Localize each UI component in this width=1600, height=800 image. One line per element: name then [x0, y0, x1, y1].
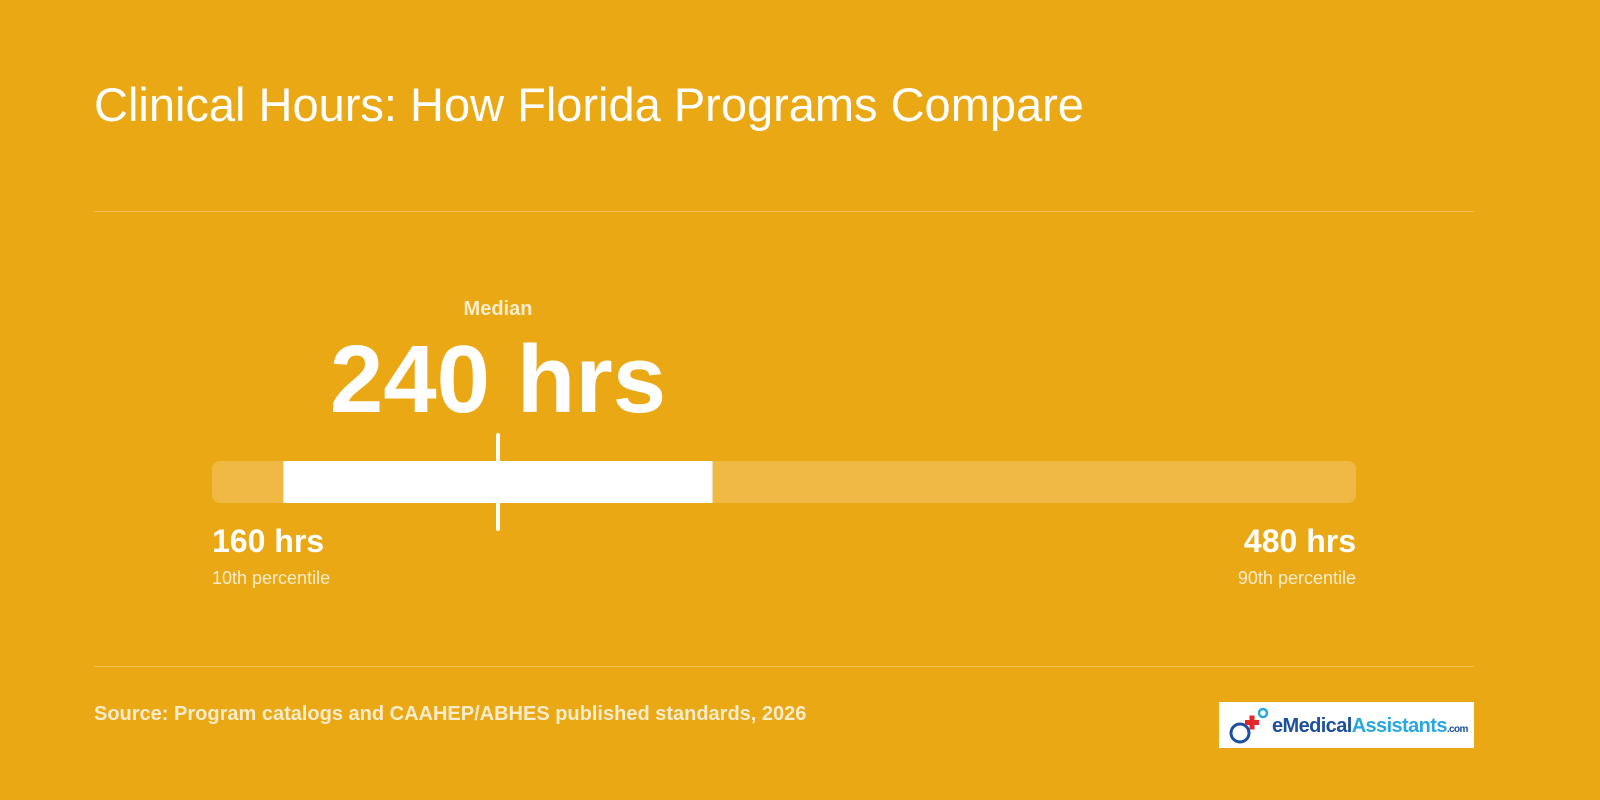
logo: eMedicalAssistants.com [1219, 702, 1474, 748]
logo-part: Assistants [1352, 715, 1448, 737]
logo-icon [1229, 722, 1251, 744]
logo-part: eMedical [1272, 715, 1352, 737]
min-value: 160 hrs [212, 523, 324, 559]
median-value: 240 hrs [330, 326, 666, 433]
logo-icon [1249, 715, 1255, 730]
median-caption: Median [464, 298, 533, 320]
title: Clinical Hours: How Florida Programs Com… [94, 78, 1084, 131]
logo-text: eMedicalAssistants.com [1272, 715, 1468, 737]
source: Source: Program catalogs and CAAHEP/ABHE… [94, 703, 806, 725]
min-note: 10th percentile [212, 568, 330, 588]
logo-icon [1257, 707, 1269, 719]
logo-suffix: .com [1447, 724, 1469, 735]
max-note: 90th percentile [1238, 568, 1356, 588]
max-value: 480 hrs [1244, 523, 1356, 559]
